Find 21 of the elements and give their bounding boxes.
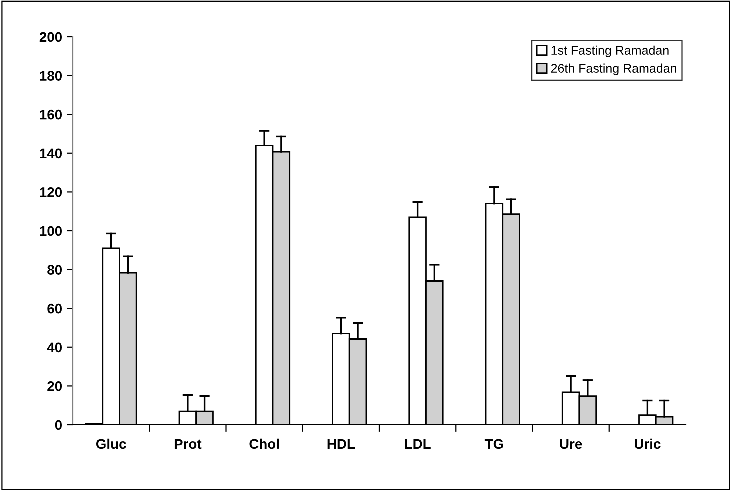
legend-label: 26th Fasting Ramadan: [551, 64, 676, 76]
y-tick-label: 0: [55, 420, 62, 430]
x-tick-label: TG: [484, 439, 504, 450]
y-tick-label: 60: [48, 304, 62, 314]
x-tick-label: Chol: [250, 438, 280, 450]
x-tick-label: Prot: [174, 439, 202, 450]
x-tick-label: Gluc: [96, 438, 126, 450]
x-tick-label: HDL: [328, 439, 356, 449]
y-tick-label: 80: [48, 265, 62, 275]
y-tick-label: 40: [47, 342, 62, 353]
y-tick-label: 20: [48, 382, 62, 392]
legend-label: 1st Fasting Ramadan: [552, 46, 669, 58]
x-tick-label: Ure: [560, 439, 582, 450]
y-tick-label: 200: [40, 32, 62, 42]
x-tick-label: Uric: [635, 438, 661, 450]
y-tick-label: 120: [40, 188, 62, 198]
y-tick-label: 140: [40, 148, 62, 159]
x-tick-label: LDL: [405, 439, 431, 449]
y-tick-label: 160: [40, 110, 62, 120]
y-tick-label: 180: [40, 71, 62, 81]
y-tick-label: 100: [40, 226, 62, 236]
